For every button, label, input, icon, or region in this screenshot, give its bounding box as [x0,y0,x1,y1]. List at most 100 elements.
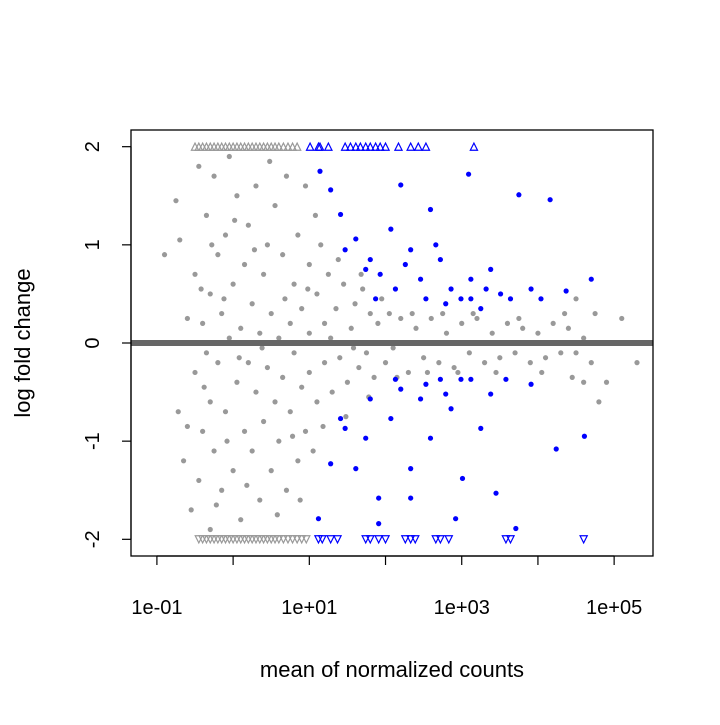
ns-point [219,487,225,493]
ns-point [588,360,594,366]
ns-point [314,291,320,297]
ns-point [516,315,522,322]
sig-clipped-down-triangle [505,535,516,545]
sig-clipped-down-triangle [332,535,343,545]
sig-point [488,266,494,272]
sig-point [459,475,466,482]
sig-clipped-up-triangle [345,141,356,151]
ns-point [267,158,273,165]
ns-point [268,468,274,474]
ns-point [341,281,347,287]
sig-point [398,386,404,392]
ns-point [390,345,396,351]
sig-point [427,435,434,441]
ns-point [200,320,206,326]
sig-point [528,286,534,292]
ns-clipped-down-triangle [301,535,311,545]
ns-point [276,335,282,341]
sig-point [367,396,373,402]
sig-point [353,236,359,242]
sig-point [553,446,559,452]
ns-point [619,315,625,322]
ns-point [173,198,179,204]
sig-clipped-up-triangle [305,141,315,151]
ns-point [328,335,334,341]
sig-clipped-up-triangle [351,141,361,151]
ns-point [215,252,221,258]
sig-point [398,182,404,188]
ns-point [318,242,324,248]
x-axis-label: mean of normalized counts [260,657,524,682]
sig-clipped-down-triangle [435,535,445,545]
sig-point [488,391,494,397]
ns-point [221,296,227,302]
sig-clipped-down-triangle [317,535,327,545]
ns-point [493,369,499,376]
sig-clipped-down-triangle [406,535,416,545]
ns-point [272,202,278,209]
ns-point [207,399,213,405]
ns-point [581,379,587,385]
ns-point [413,325,419,331]
ns-point [527,360,533,366]
ns-point [276,438,282,444]
ns-point [196,477,202,484]
ns-point [161,252,168,258]
ns-point [542,355,549,361]
sig-point [458,296,464,302]
ns-point [244,482,250,488]
sig-point [507,296,514,302]
ns-point [504,320,511,326]
ns-point [224,438,230,444]
ns-clipped-up-triangle [278,141,288,151]
ns-point [196,163,202,169]
ns-point [367,310,373,317]
ns-point [253,183,259,189]
sig-point [547,197,553,203]
ns-point [299,306,305,312]
y-tick-label: -2 [82,530,104,548]
ns-point [352,301,358,307]
sig-point [513,525,519,532]
ns-point [253,389,259,395]
y-tick-label: 2 [82,141,104,152]
sig-point [433,242,439,248]
ns-point [226,335,232,341]
sig-point [376,521,382,527]
ns-point [481,360,488,366]
ns-point [238,325,244,331]
ns-point [222,409,229,415]
ns-point [320,423,326,430]
sig-point [376,495,382,501]
ns-point [306,369,312,376]
sig-point [373,296,379,302]
ns-clipped-up-triangle [287,141,298,151]
y-tick-label: 1 [82,239,104,250]
ns-point [213,502,219,508]
ns-point [409,310,415,317]
sig-point [408,495,414,501]
ns-point [306,261,312,268]
sig-point [392,286,399,292]
ns-point [198,286,204,292]
ns-point [232,217,238,223]
sig-clipped-up-triangle [413,141,423,151]
ns-point [209,242,215,248]
sig-clipped-down-triangle [501,535,511,545]
ns-point [260,418,267,425]
ns-point [360,286,366,292]
sig-clipped-down-triangle [361,535,371,545]
sig-point [342,425,348,431]
ns-point [295,232,301,238]
sig-clipped-down-triangle [431,535,441,545]
ns-point [280,252,286,258]
sig-point [503,376,509,382]
ns-point [297,497,303,503]
sig-clipped-up-triangle [355,141,365,151]
sig-point [448,286,454,292]
sig-point [468,276,474,282]
ns-point [234,379,240,385]
sig-point [317,168,323,174]
sig-point [478,425,484,431]
ns-point [211,173,217,179]
